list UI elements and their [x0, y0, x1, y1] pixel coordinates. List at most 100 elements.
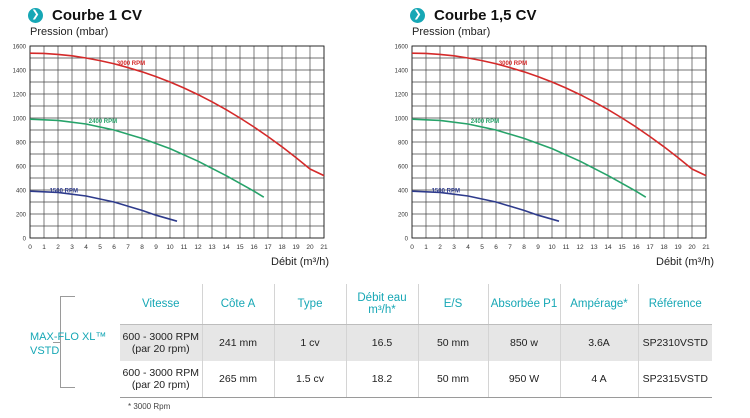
chart-1-plot: 0 1 2 3 4 5 6 7 8 9 10 11 12 13 14 15 16 17 18 19 20 21020040…	[13, 44, 328, 251]
x-tick-label: 10	[548, 244, 556, 251]
y-tick-label: 400	[398, 188, 409, 194]
product-bracket	[53, 296, 75, 388]
x-tick-label: 19	[674, 244, 682, 251]
x-tick-label: 7	[508, 244, 512, 251]
cell-type: 1.5 cv	[273, 361, 346, 398]
chart-2-xlabel: Débit (m³/h)	[656, 256, 715, 268]
y-tick-label: 1200	[13, 92, 27, 98]
header-amperage: Ampérage*	[559, 284, 638, 325]
x-tick-label: 2	[56, 244, 60, 251]
x-tick-label: 5	[480, 244, 484, 251]
y-tick-label: 1000	[395, 116, 409, 122]
series-label: 3000 RPM	[499, 61, 527, 67]
table-row: 600 - 3000 RPM (par 20 rpm) 241 mm 1 cv …	[120, 324, 712, 361]
chart-2-title-text: Courbe 1,5 CV	[434, 6, 537, 24]
x-tick-label: 1	[424, 244, 428, 251]
x-tick-label: 3	[452, 244, 456, 251]
x-tick-label: 17	[264, 244, 272, 251]
x-tick-label: 8	[140, 244, 144, 251]
series-label: 1500 RPM	[50, 189, 78, 195]
y-tick-label: 200	[398, 212, 409, 218]
y-tick-label: 0	[23, 236, 27, 242]
x-tick-label: 12	[576, 244, 584, 251]
cell-vitesse: 600 - 3000 RPM (par 20 rpm)	[120, 361, 202, 398]
x-tick-label: 4	[466, 244, 470, 251]
series-line-3000-rpm	[411, 52, 707, 177]
x-tick-label: 20	[306, 244, 314, 251]
x-tick-label: 1	[42, 244, 46, 251]
y-tick-label: 1200	[395, 92, 409, 98]
y-tick-label: 1600	[13, 44, 27, 50]
y-tick-label: 0	[405, 236, 409, 242]
x-tick-label: 11	[181, 244, 188, 251]
cell-absorbee: 950 W	[487, 361, 560, 398]
header-cote-a: Côte A	[201, 284, 274, 325]
chart-2-title: ❯ Courbe 1,5 CV	[410, 5, 537, 25]
cell-es: 50 mm	[417, 324, 488, 361]
header-absorbee: Absorbée P1	[487, 284, 560, 325]
cell-amperage: 4 A	[559, 361, 638, 398]
x-tick-label: 6	[112, 244, 116, 251]
chart-1-title: ❯ Courbe 1 CV	[28, 5, 142, 25]
y-tick-label: 600	[16, 164, 27, 170]
y-tick-label: 800	[398, 140, 409, 146]
y-tick-label: 200	[16, 212, 27, 218]
cell-reference: SP2310VSTD	[637, 324, 712, 361]
y-tick-label: 1600	[395, 44, 409, 50]
cell-vitesse: 600 - 3000 RPM (par 20 rpm)	[120, 324, 202, 361]
x-tick-label: 2	[438, 244, 442, 251]
x-tick-label: 16	[250, 244, 258, 251]
chart-2-plot: 0 1 2 3 4 5 6 7 8 9 10 11 12 13 14 15 16 17 18 19 20 21020040…	[395, 44, 710, 251]
header-vitesse: Vitesse	[120, 284, 202, 325]
series-line-2400-rpm	[411, 118, 647, 198]
y-tick-label: 800	[16, 140, 27, 146]
x-tick-label: 13	[208, 244, 216, 251]
plot-frame	[29, 45, 325, 239]
x-tick-label: 0	[410, 244, 414, 251]
x-tick-label: 18	[660, 244, 668, 251]
header-es: E/S	[417, 284, 488, 325]
chevron-right-icon: ❯	[410, 7, 425, 23]
y-tick-label: 1000	[13, 116, 27, 122]
x-tick-label: 5	[98, 244, 102, 251]
x-tick-label: 0	[28, 244, 32, 251]
cell-absorbee: 850 w	[487, 324, 560, 361]
header-debit-eau: Débit eau m³/h*	[345, 284, 418, 325]
grid	[411, 45, 707, 239]
header-type: Type	[273, 284, 346, 325]
chevron-right-icon: ❯	[28, 7, 43, 23]
cell-debit-eau: 18.2	[345, 361, 418, 398]
plot-frame	[411, 45, 707, 239]
x-tick-label: 20	[688, 244, 696, 251]
grid	[29, 45, 325, 239]
y-tick-label: 1400	[395, 68, 409, 74]
table-header-row: Vitesse Côte A Type Débit eau m³/h* E/S …	[120, 284, 712, 325]
chart-2-ylabel: Pression (mbar)	[412, 26, 491, 38]
x-tick-label: 19	[292, 244, 300, 251]
x-tick-label: 15	[236, 244, 244, 251]
x-tick-label: 7	[126, 244, 130, 251]
x-tick-label: 21	[320, 244, 328, 251]
x-tick-label: 14	[222, 244, 230, 251]
y-tick-label: 400	[16, 188, 27, 194]
series-label: 3000 RPM	[117, 61, 145, 67]
y-tick-label: 600	[398, 164, 409, 170]
x-tick-label: 11	[563, 244, 570, 251]
header-reference: Référence	[637, 284, 712, 325]
series-line-2400-rpm	[29, 118, 265, 198]
y-tick-label: 1400	[13, 68, 27, 74]
footnote: * 3000 Rpm	[128, 402, 171, 411]
series-label: 2400 RPM	[471, 119, 499, 125]
chart-1-ylabel: Pression (mbar)	[30, 26, 109, 38]
x-tick-label: 9	[154, 244, 158, 251]
series-label: 2400 RPM	[89, 119, 117, 125]
x-tick-label: 16	[632, 244, 640, 251]
cell-type: 1 cv	[273, 324, 346, 361]
product-name: MAX-FLO XL™ VSTD	[30, 331, 107, 357]
x-tick-label: 13	[590, 244, 598, 251]
x-tick-label: 12	[194, 244, 202, 251]
chart-1-title-text: Courbe 1 CV	[52, 6, 143, 24]
cell-cote-a: 241 mm	[201, 324, 274, 361]
series-label: 1500 RPM	[432, 189, 460, 195]
x-tick-label: 21	[702, 244, 710, 251]
